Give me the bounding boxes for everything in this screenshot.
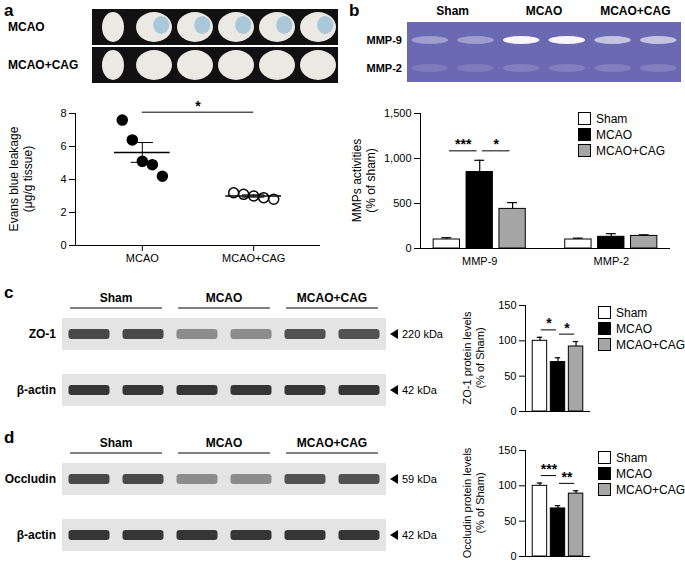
svg-text:42 kDa: 42 kDa	[402, 384, 438, 396]
svg-text:MCAO+CAG: MCAO+CAG	[297, 436, 367, 450]
svg-text:ZO-1: ZO-1	[29, 327, 57, 341]
svg-text:Sham: Sham	[100, 291, 133, 305]
svg-text:a: a	[4, 1, 14, 20]
svg-text:β-actin: β-actin	[17, 528, 56, 542]
svg-text:MCAO: MCAO	[526, 4, 563, 18]
svg-text:1,000: 1,000	[384, 152, 412, 164]
svg-text:β-actin: β-actin	[17, 383, 56, 397]
svg-text:50: 50	[504, 515, 516, 527]
svg-text:2: 2	[60, 206, 66, 218]
svg-text:Sham: Sham	[436, 4, 469, 18]
svg-text:MCAO: MCAO	[126, 252, 159, 264]
html-text:MCAO: MCAO	[616, 467, 652, 481]
svg-text:MCAO: MCAO	[206, 436, 243, 450]
svg-text:1,500: 1,500	[384, 107, 412, 119]
svg-text:Evans blue leakage(μg/g tissue: Evans blue leakage(μg/g tissue)	[7, 126, 35, 231]
svg-text:*: *	[195, 98, 201, 114]
svg-text:***: ***	[541, 461, 558, 477]
svg-text:220 kDa: 220 kDa	[402, 328, 444, 340]
svg-text:MMP-9: MMP-9	[367, 34, 402, 46]
svg-text:MCAO+CAG: MCAO+CAG	[600, 4, 670, 18]
html-text:MCAO+CAG: MCAO+CAG	[616, 483, 685, 497]
html-text:MCAO: MCAO	[596, 128, 632, 142]
svg-text:**: **	[562, 469, 573, 485]
svg-text:b: b	[349, 1, 359, 20]
svg-text:c: c	[4, 283, 13, 302]
svg-text:Sham: Sham	[100, 436, 133, 450]
svg-text:Occludin: Occludin	[5, 472, 56, 486]
svg-text:MCAO: MCAO	[8, 20, 45, 34]
svg-text:500: 500	[393, 197, 411, 209]
svg-text:MMP-9: MMP-9	[462, 255, 497, 267]
html-text:Sham: Sham	[616, 306, 648, 320]
svg-text:0: 0	[510, 405, 516, 417]
svg-text:42 kDa: 42 kDa	[402, 529, 438, 541]
svg-text:*: *	[493, 136, 499, 152]
html-text:MCAO+CAG: MCAO+CAG	[596, 144, 665, 158]
html-text:MCAO+CAG: MCAO+CAG	[616, 338, 685, 352]
svg-text:6: 6	[60, 140, 66, 152]
svg-text:*: *	[546, 315, 552, 331]
svg-text:d: d	[4, 428, 14, 447]
html-text:Sham: Sham	[616, 451, 648, 465]
svg-text:MCAO+CAG: MCAO+CAG	[222, 252, 285, 264]
svg-text:*: *	[564, 320, 570, 336]
svg-text:100: 100	[498, 334, 516, 346]
html-text:Sham: Sham	[596, 112, 628, 126]
svg-text:0: 0	[510, 550, 516, 562]
svg-text:MMP-2: MMP-2	[594, 255, 629, 267]
svg-text:0: 0	[60, 239, 66, 251]
svg-text:***: ***	[455, 136, 472, 152]
svg-text:MCAO+CAG: MCAO+CAG	[8, 58, 78, 72]
svg-text:59 kDa: 59 kDa	[402, 473, 438, 485]
svg-text:150: 150	[498, 299, 516, 311]
svg-text:4: 4	[60, 173, 66, 185]
svg-text:MCAO+CAG: MCAO+CAG	[297, 291, 367, 305]
svg-text:MCAO: MCAO	[206, 291, 243, 305]
html-text:MCAO: MCAO	[616, 322, 652, 336]
svg-text:MMPs activities(% of sham): MMPs activities(% of sham)	[350, 139, 378, 222]
svg-text:150: 150	[498, 444, 516, 456]
svg-text:MMP-2: MMP-2	[367, 62, 402, 74]
svg-text:50: 50	[504, 370, 516, 382]
svg-text:8: 8	[60, 107, 66, 119]
svg-text:Occludin protein levels(% of S: Occludin protein levels(% of Sham)	[461, 447, 486, 558]
svg-text:ZO-1 protein levels(% of Sham): ZO-1 protein levels(% of Sham)	[461, 311, 486, 404]
svg-text:100: 100	[498, 479, 516, 491]
svg-text:0: 0	[405, 242, 411, 254]
